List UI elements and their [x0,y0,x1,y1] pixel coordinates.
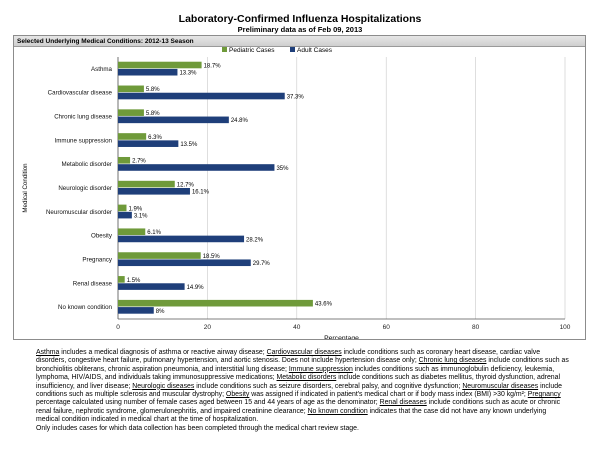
bar-value-label: 35% [276,166,289,172]
bar [118,259,251,267]
footnote-term: Neuromuscular diseases [462,382,539,390]
bar [118,180,175,188]
bar-value-label: 13.3% [179,71,197,77]
bar-value-label: 5.8% [146,111,160,117]
bar-value-label: 13.5% [180,142,198,148]
footnote-term: Asthma [36,349,60,356]
footnote-text: include conditions such as diabetes mell… [36,374,560,390]
legend-swatch [222,47,227,52]
footnote-term: Cardiovascular diseases [266,349,342,356]
bar-value-label: 18.5% [203,254,221,260]
bar [118,299,313,307]
x-tick-label: 40 [293,324,301,331]
category-label: Cardiovascular disease [48,90,113,97]
bar [118,116,229,124]
bar-value-label: 24.8% [231,118,249,124]
bar-value-label: 28.2% [246,237,264,243]
bar [118,228,146,236]
footnote-text: include conditions such as multiple scle… [36,382,562,399]
footnote-term: Renal diseases [379,399,427,407]
x-tick-label: 80 [472,324,480,331]
bar [118,211,132,219]
bar [118,109,144,116]
bar [118,307,154,314]
category-label: Pregnancy [82,256,112,263]
bar-value-label: 1.5% [127,278,141,284]
bar-value-label: 14.9% [187,285,205,291]
bar [118,188,190,195]
legend-label: Adult Cases [297,47,333,54]
y-axis-label: Medical Condition [22,163,29,213]
bar [118,68,178,76]
panel-header: Selected Underlying Medical Conditions: … [14,36,585,47]
category-label: Obesity [91,233,113,240]
category-label: Chronic lung disease [54,114,112,121]
bar-chart: 0 20 40 60 80 100 Percentage Medical Condition P… [22,47,571,339]
footnote-text: includes conditions such as immunoglobul… [36,365,555,382]
bar-value-label: 5.8% [146,87,160,93]
bar-value-label: 2.7% [132,159,146,165]
bar [118,156,131,164]
footnote-term: No known condition [307,407,368,415]
bar-value-label: 1.9% [128,206,142,212]
footnote-term: Immune suppression [288,365,353,373]
footnote-term: Chronic lung diseases [418,357,487,365]
footnote-text: includes a medical diagnosis of asthma o… [59,349,267,356]
x-tick-label: 60 [383,324,391,331]
legend-label: Pediatric Cases [229,47,275,54]
footnote-text: indicates that the case did not have any… [36,407,547,424]
bar [118,204,127,212]
footnote-text: was assigned if indicated in patient's m… [249,391,528,399]
footnote-last-line: Only includes cases for which data colle… [36,424,359,432]
bar [118,276,125,283]
bar-value-label: 3.1% [134,214,148,220]
bar-value-label: 6.1% [147,230,161,236]
footnote-term: Obesity [225,391,250,399]
bar [118,140,179,147]
bar-value-label: 8% [156,309,165,315]
x-tick-label: 100 [560,324,571,331]
footnote-term: Metabolic disorders [276,374,337,382]
bar-value-label: 18.7% [204,63,222,69]
bar [118,133,147,140]
category-label: Renal disease [73,280,113,287]
bar [118,283,185,290]
footnote-text: include conditions such as bronchiolitis… [36,357,569,373]
bar [118,252,201,259]
bar [118,85,144,93]
category-label: Neuromuscular disorder [46,209,112,216]
footnote: Asthma includes a medical diagnosis of a… [36,349,571,433]
bar-value-label: 43.6% [315,302,333,308]
bar [118,61,202,69]
bar-value-label: 16.1% [192,190,210,196]
category-label: Asthma [91,66,113,73]
footnote-term: Pregnancy [527,391,561,399]
footnote-term: Neurologic diseases [132,382,195,390]
x-tick-label: 0 [116,324,120,331]
bar-value-label: 6.3% [148,135,162,141]
footnote-text: percentage calculated using number of fe… [36,399,380,407]
plot-area [118,57,565,319]
category-label: Immune suppression [55,137,113,144]
category-label: Metabolic disorder [61,161,112,168]
chart-subtitle: Preliminary data as of Feb 09, 2013 [237,25,363,34]
footnote-text: include conditions such as coronary hear… [36,349,541,365]
bar-value-label: 37.3% [287,94,305,100]
bar-value-label: 12.7% [177,183,195,189]
bar [118,92,285,100]
bar [118,164,275,171]
footnote-definitions: Asthma includes a medical diagnosis of a… [36,349,571,425]
bar-value-label: 29.7% [253,261,271,267]
chart-title: Laboratory-Confirmed Influenza Hospitali… [178,13,422,25]
bar [118,235,245,243]
legend-swatch [290,47,295,52]
x-axis-label: Percentage [324,335,359,339]
category-label: No known condition [58,304,113,311]
x-tick-label: 20 [204,324,212,331]
footnote-text: include conditions such as seizure disor… [194,382,463,390]
footnote-text: include conditions such as acute or chro… [36,399,561,415]
category-label: Neurologic disorder [58,185,112,192]
chart-panel: Selected Underlying Medical Conditions: … [13,35,586,340]
